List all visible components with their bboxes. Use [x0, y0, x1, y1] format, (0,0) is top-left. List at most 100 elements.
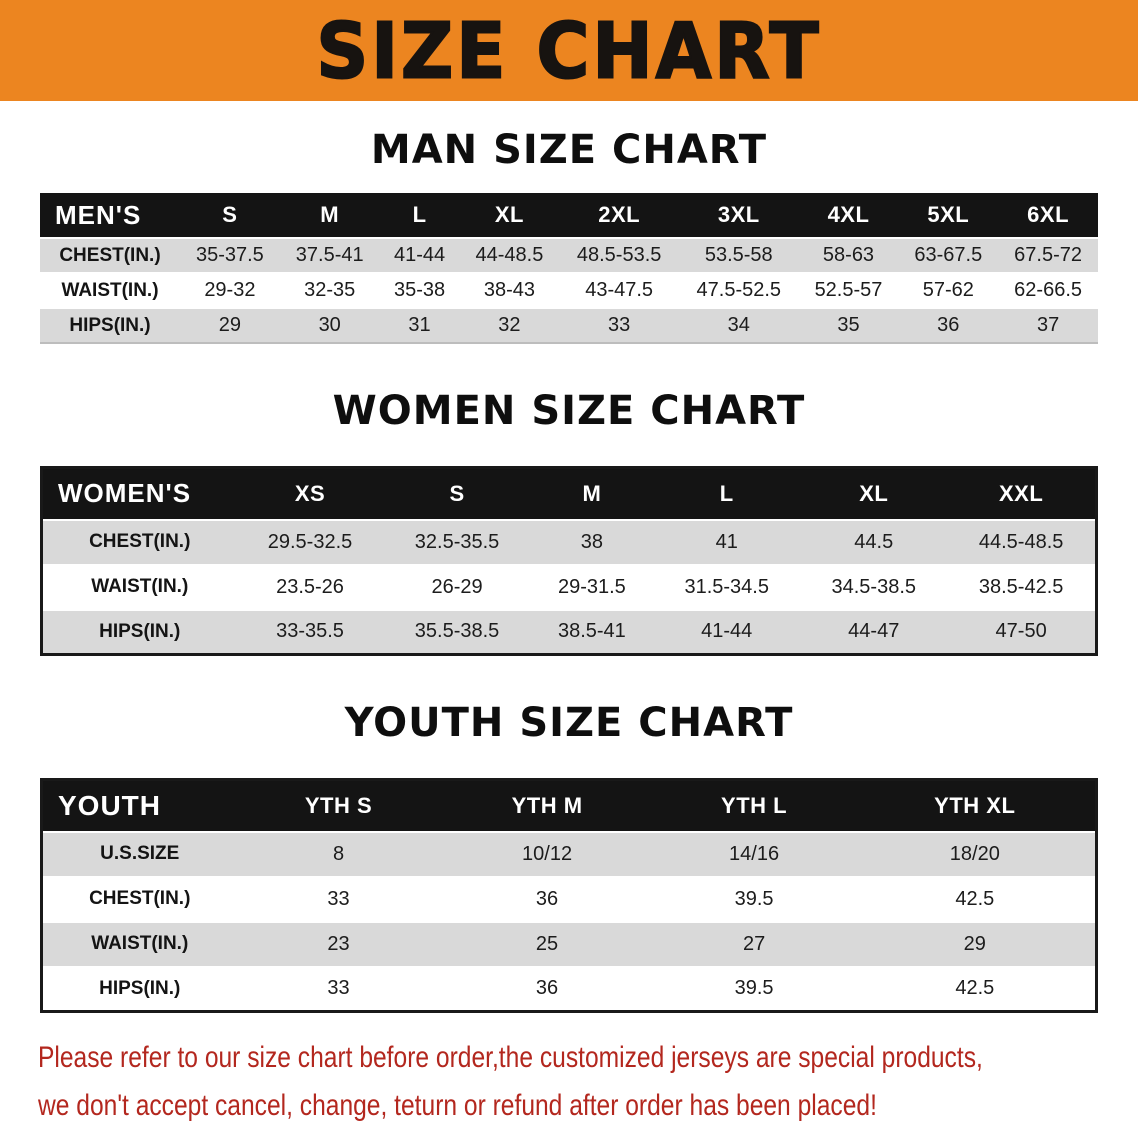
size-value-cell: 41-44: [393, 244, 446, 266]
size-value-cell: 44-47: [848, 620, 900, 643]
disclaimer-line-1: Please refer to our size chart before or…: [38, 1041, 983, 1074]
size-value-cell: 43-47.5: [585, 279, 654, 301]
measurement-row: CHEST(IN.) 29.5-32.5 32.5-35.5 38 41 44.5 44.5…: [41, 519, 1097, 565]
table-header-row: MEN'S S M L XL 2XL 3XL 4XL 5XL 6XL: [40, 193, 1098, 238]
size-column-header: XL: [494, 202, 524, 227]
table-header-row: YOUTH YTH S YTH M YTH L YTH XL: [41, 779, 1097, 832]
youth-size-chart-section: YOUTH SIZE CHART YOUTH YTH S YTH M YTH L YTH…: [0, 700, 1138, 1013]
size-value-cell: 62-66.5: [1014, 279, 1083, 301]
youth-size-chart-heading: YOUTH SIZE CHART: [344, 700, 794, 746]
measurement-row: WAIST(IN.) 29-32 32-35 35-38 38-43 43-47.5 47.…: [40, 273, 1098, 308]
size-value-cell: 34.5-38.5: [831, 575, 916, 598]
man-size-chart-section: MAN SIZE CHART MEN'S S M L XL 2XL 3XL 4XL 5XL 6XL…: [0, 127, 1138, 344]
row-label-cell: CHEST(IN.): [59, 244, 161, 266]
banner: SIZE CHART: [0, 0, 1138, 101]
row-label-cell: WAIST(IN.): [91, 933, 189, 954]
table-header-row: WOMEN'S XS S M L XL XXL: [41, 467, 1097, 520]
size-value-cell: 25: [535, 932, 559, 955]
size-value-cell: 37.5-41: [295, 244, 364, 266]
measurement-row: WAIST(IN.) 23.5-26 26-29 29-31.5 31.5-34.5 34…: [41, 564, 1097, 610]
size-column-header: YTH M: [511, 792, 583, 818]
size-column-header: S: [222, 202, 238, 227]
table-title-cell: WOMEN'S: [58, 478, 192, 509]
size-value-cell: 33: [608, 314, 631, 336]
size-value-cell: 35: [837, 314, 860, 336]
size-value-cell: 29-31.5: [557, 575, 626, 598]
size-value-cell: 39.5: [734, 887, 774, 910]
measurement-row: HIPS(IN.) 29 30 31 32 33 34 35 36 37: [40, 308, 1098, 343]
size-value-cell: 23: [327, 932, 350, 955]
size-value-cell: 47-50: [995, 620, 1047, 643]
size-value-cell: 42.5: [955, 977, 995, 1000]
disclaimer-line-2: we don't accept cancel, change, teturn o…: [38, 1089, 877, 1122]
size-column-header: 3XL: [717, 202, 760, 227]
size-value-cell: 36: [937, 314, 960, 336]
size-value-cell: 42.5: [955, 887, 995, 910]
size-column-header: YTH XL: [934, 792, 1016, 818]
size-column-header: XS: [294, 480, 326, 506]
row-label-cell: U.S.SIZE: [100, 843, 180, 864]
size-value-cell: 14/16: [729, 842, 780, 865]
measurement-row: HIPS(IN.) 33 36 39.5 42.5: [41, 966, 1097, 1012]
measurement-row: U.S.SIZE 8 10/12 14/16 18/20: [41, 831, 1097, 877]
size-value-cell: 31.5-34.5: [684, 575, 769, 598]
size-column-header: L: [719, 480, 734, 506]
size-column-header: M: [320, 202, 340, 227]
size-value-cell: 38-43: [483, 279, 535, 301]
size-value-cell: 8: [332, 842, 345, 865]
row-label-cell: HIPS(IN.): [99, 977, 181, 999]
size-value-cell: 29: [963, 932, 986, 955]
size-column-header: 5XL: [927, 202, 970, 227]
size-value-cell: 32: [498, 314, 521, 336]
size-value-cell: 38.5-42.5: [978, 575, 1064, 598]
size-value-cell: 36: [535, 887, 559, 910]
size-value-cell: 23.5-26: [276, 575, 344, 598]
size-column-header: M: [582, 480, 602, 506]
disclaimer: Please refer to our size chart before or…: [38, 1037, 1138, 1127]
size-value-cell: 36: [535, 977, 559, 1000]
row-label-cell: CHEST(IN.): [89, 888, 191, 909]
size-column-header: YTH L: [721, 792, 788, 818]
size-value-cell: 33-35.5: [276, 620, 344, 643]
size-value-cell: 29.5-32.5: [267, 530, 353, 553]
size-value-cell: 33: [327, 887, 350, 910]
women-size-chart-section: WOMEN SIZE CHART WOMEN'S XS S M L XL XXL CHEST(…: [0, 388, 1138, 656]
size-value-cell: 32-35: [304, 279, 356, 301]
size-value-cell: 18/20: [949, 842, 1000, 865]
size-value-cell: 63-67.5: [914, 244, 983, 266]
size-column-header: XL: [859, 480, 889, 506]
size-value-cell: 35.5-38.5: [414, 620, 500, 643]
men-size-table: MEN'S S M L XL 2XL 3XL 4XL 5XL 6XL CHEST(IN.) 35-37…: [40, 193, 1098, 344]
size-value-cell: 35-37.5: [195, 244, 264, 266]
size-value-cell: 52.5-57: [814, 279, 883, 301]
women-size-chart-heading: WOMEN SIZE CHART: [332, 388, 806, 434]
size-column-header: YTH S: [304, 792, 373, 818]
size-value-cell: 41-44: [701, 620, 753, 643]
size-value-cell: 67.5-72: [1014, 244, 1083, 266]
page-title: SIZE CHART: [315, 5, 822, 96]
size-column-header: S: [449, 480, 465, 506]
women-size-table: WOMEN'S XS S M L XL XXL CHEST(IN.) 29.5-32.5 32.5…: [40, 466, 1098, 656]
size-value-cell: 39.5: [734, 977, 774, 1000]
size-value-cell: 10/12: [522, 842, 573, 865]
size-value-cell: 41: [715, 530, 738, 553]
size-column-header: L: [412, 202, 427, 227]
row-label-cell: HIPS(IN.): [99, 620, 181, 642]
youth-size-table: YOUTH YTH S YTH M YTH L YTH XL U.S.SIZE 8 10/12…: [40, 778, 1098, 1013]
size-value-cell: 44-48.5: [475, 244, 544, 266]
size-value-cell: 38.5-41: [557, 620, 626, 643]
size-value-cell: 47.5-52.5: [696, 279, 782, 301]
size-value-cell: 33: [327, 977, 350, 1000]
size-value-cell: 26-29: [431, 575, 483, 598]
table-title-cell: MEN'S: [55, 199, 142, 230]
size-value-cell: 34: [727, 314, 750, 336]
row-label-cell: WAIST(IN.): [91, 576, 189, 597]
row-label-cell: HIPS(IN.): [69, 314, 151, 336]
size-value-cell: 38: [580, 530, 603, 553]
size-value-cell: 44.5-48.5: [978, 530, 1064, 553]
size-column-header: XXL: [998, 480, 1044, 506]
size-value-cell: 58-63: [822, 244, 875, 266]
size-value-cell: 53.5-58: [704, 244, 773, 266]
size-value-cell: 31: [408, 314, 431, 336]
